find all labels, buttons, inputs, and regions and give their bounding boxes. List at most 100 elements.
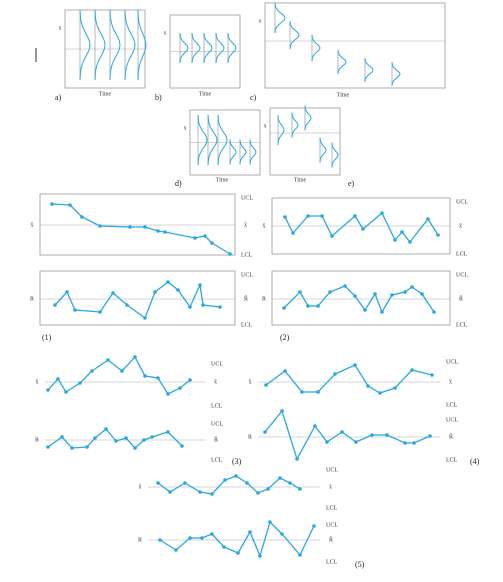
series-point: [378, 391, 382, 395]
series-point: [176, 288, 180, 292]
series-point: [256, 491, 260, 495]
series-point: [93, 436, 97, 440]
series-point: [410, 285, 414, 289]
distribution: [291, 112, 299, 138]
series-point: [142, 438, 146, 442]
series-point: [343, 284, 347, 288]
series-point: [166, 392, 170, 396]
chart-frame: [39, 193, 236, 256]
series-point: [178, 386, 182, 390]
ucl-label: UCL: [241, 195, 253, 201]
series-point: [390, 293, 394, 297]
series-point: [353, 294, 357, 298]
ucl-label: UCL: [456, 272, 468, 278]
series-point: [393, 238, 397, 242]
chart-label: (5): [355, 560, 365, 569]
series-point: [412, 441, 416, 445]
distribution: [311, 35, 321, 61]
series-point: [198, 490, 202, 494]
series-point: [298, 487, 302, 491]
series-point: [313, 424, 317, 428]
series-line: [159, 520, 315, 558]
series-point: [236, 551, 240, 555]
series-point: [124, 436, 128, 440]
series-point: [203, 234, 207, 238]
panel-label: b): [155, 93, 162, 102]
time-label: Time: [216, 177, 229, 183]
series-point: [46, 388, 50, 392]
series-point: [153, 290, 157, 294]
distribution: [304, 105, 312, 131]
distribution: [137, 10, 147, 80]
center-label: R̄: [459, 295, 463, 302]
series-point: [133, 446, 137, 450]
axis-label: x̄: [36, 379, 39, 385]
distribution: [364, 58, 374, 82]
series-point: [143, 374, 147, 378]
center-label: x̄: [329, 484, 332, 490]
distribution: [289, 20, 300, 50]
series-point: [420, 292, 424, 296]
series-point: [258, 554, 262, 558]
series-point: [288, 481, 292, 485]
lcl-label: LCL: [211, 403, 223, 409]
ucl-label: UCL: [241, 272, 253, 278]
series-point: [218, 305, 222, 309]
series-point: [353, 214, 357, 218]
series-point: [363, 308, 367, 312]
series-point: [263, 430, 267, 434]
series-point: [432, 310, 436, 314]
series-point: [354, 440, 358, 444]
series-point: [193, 236, 197, 240]
series-point: [300, 390, 304, 394]
series-point: [248, 530, 252, 534]
lcl-label: LCL: [241, 322, 253, 328]
series-point: [264, 383, 268, 387]
distribution: [277, 114, 285, 146]
series-point: [210, 532, 214, 536]
series-line: [47, 355, 191, 395]
ucl-label: UCL: [456, 199, 468, 205]
series-point: [90, 369, 94, 373]
series-point: [283, 369, 287, 373]
series-point: [320, 214, 324, 218]
series-point: [353, 363, 357, 367]
series-point: [385, 433, 389, 437]
axis-label: x: [264, 123, 267, 129]
series-point: [65, 290, 69, 294]
series-point: [306, 214, 310, 218]
chart-label: (4): [470, 457, 480, 466]
time-label: Time: [337, 92, 350, 98]
series-point: [403, 290, 407, 294]
series-point: [53, 303, 57, 307]
series-point: [85, 445, 89, 449]
series-point: [280, 409, 284, 413]
series-point: [68, 203, 72, 207]
series-point: [266, 487, 270, 491]
distribution: [229, 139, 237, 165]
distribution: [337, 50, 347, 74]
series-point: [46, 445, 50, 449]
axis-label: R: [248, 434, 252, 440]
series-point: [410, 368, 414, 372]
distribution: [391, 62, 401, 86]
center-label: x̄: [214, 379, 217, 385]
distribution: [197, 114, 208, 166]
series-point: [98, 310, 102, 314]
axis-label: R: [30, 296, 34, 302]
series-point: [168, 490, 172, 494]
series-point: [143, 316, 147, 320]
series-point: [306, 304, 310, 308]
series-point: [166, 280, 170, 284]
series-point: [380, 310, 384, 314]
series-point: [111, 291, 115, 295]
series-point: [268, 520, 272, 524]
series-point: [370, 433, 374, 437]
lcl-label: LCL: [446, 457, 458, 463]
series-point: [361, 227, 365, 231]
series-point: [228, 252, 232, 256]
series-point: [330, 234, 334, 238]
lcl-label: LCL: [326, 559, 338, 565]
distribution: [179, 33, 189, 63]
series-point: [150, 435, 154, 439]
